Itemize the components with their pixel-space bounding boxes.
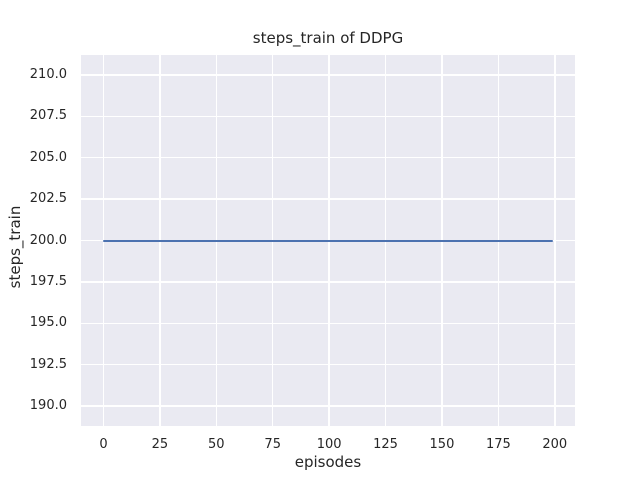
y-tick-label: 207.5 <box>29 108 67 124</box>
x-tick-label: 0 <box>99 437 108 452</box>
x-tick-label: 175 <box>485 437 511 452</box>
grid-line-horizontal <box>81 156 575 159</box>
grid-line-horizontal <box>81 198 575 200</box>
series-line <box>103 239 553 242</box>
grid-line-horizontal <box>81 115 575 118</box>
x-tick-label: 25 <box>151 437 169 452</box>
x-axis-label: episodes <box>294 453 362 471</box>
y-tick-label: 205.0 <box>29 149 67 165</box>
grid-line-horizontal <box>81 74 575 76</box>
x-tick-label: 100 <box>316 437 342 452</box>
x-tick-label: 75 <box>264 437 281 452</box>
y-tick-label: 192.5 <box>29 356 67 372</box>
y-tick-label: 210.0 <box>29 66 67 82</box>
grid-line-horizontal <box>81 322 575 325</box>
grid-line-horizontal <box>81 281 575 283</box>
y-tick-label: 200.0 <box>29 232 67 248</box>
plot-area <box>81 55 575 426</box>
y-tick-label: 190.0 <box>29 398 67 414</box>
grid-line-horizontal <box>81 363 575 366</box>
x-tick-label: 150 <box>429 437 455 452</box>
y-tick-label: 202.5 <box>29 191 67 207</box>
x-tick-label: 50 <box>208 437 225 452</box>
y-tick-label: 197.5 <box>29 273 67 289</box>
grid-line-horizontal <box>81 405 575 407</box>
x-tick-label: 200 <box>542 437 568 452</box>
chart-title: steps_train of DDPG <box>252 29 404 47</box>
y-tick-label: 195.0 <box>29 315 67 331</box>
x-tick-label: 125 <box>373 437 398 452</box>
